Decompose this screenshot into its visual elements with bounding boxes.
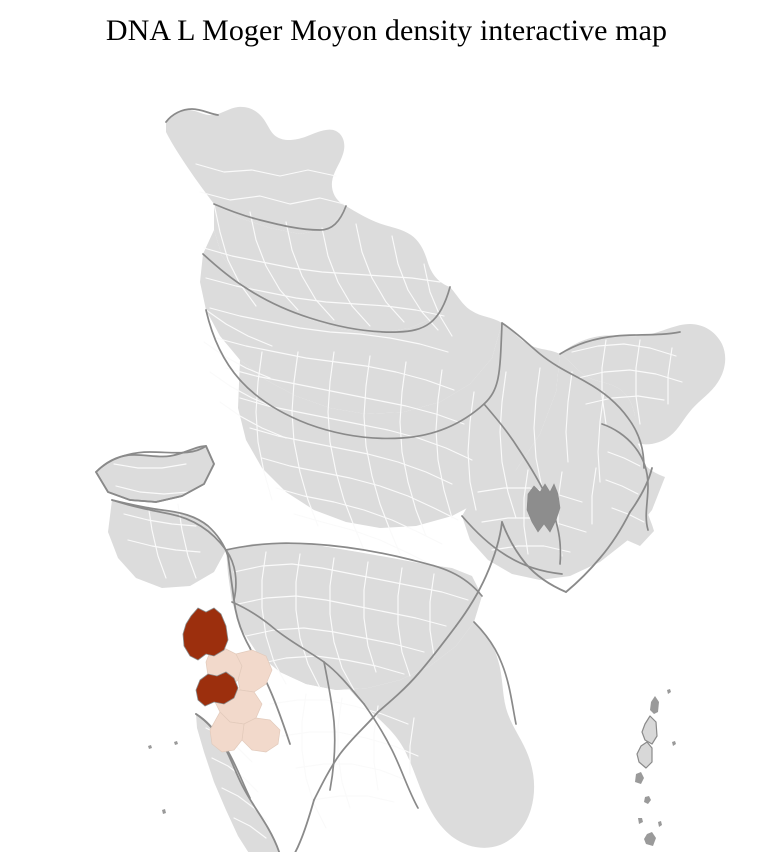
- state-boundaries: [95, 203, 681, 809]
- district-dakshina-kannada[interactable]: [195, 671, 239, 707]
- lakshadweep-islands: [148, 741, 178, 814]
- island-nicobar-small-1: [638, 818, 643, 824]
- region-kerala: [196, 714, 280, 852]
- region-northeast: [560, 324, 726, 445]
- andaman-nicobar-islands: [635, 689, 676, 846]
- district-boundaries: [113, 163, 683, 839]
- highlighted-districts[interactable]: [182, 607, 281, 753]
- india-map-svg[interactable]: [0, 52, 773, 852]
- district-shivamogga[interactable]: [235, 649, 273, 693]
- island-great-nicobar: [644, 832, 656, 846]
- india-map[interactable]: [0, 52, 773, 852]
- india-map-layer: [0, 52, 773, 852]
- island-lakshadweep-1: [148, 745, 152, 749]
- island-lakshadweep-2: [174, 741, 178, 745]
- island-minicoy: [162, 809, 166, 814]
- page-title: DNA L Moger Moyon density interactive ma…: [105, 14, 668, 47]
- coastline: [95, 108, 653, 852]
- region-north-plains: [214, 204, 450, 334]
- region-saurashtra: [108, 500, 226, 588]
- island-barren: [672, 741, 676, 746]
- island-narcondam: [667, 689, 671, 694]
- region-west: [200, 230, 502, 414]
- island-middle-andaman: [641, 715, 658, 745]
- island-car-nicobar: [644, 796, 651, 804]
- island-nicobar-small-2: [658, 821, 662, 827]
- island-south-andaman: [636, 741, 653, 769]
- region-sunderbans-dark: [526, 483, 561, 533]
- visible-map: [96, 106, 726, 852]
- region-central: [238, 323, 560, 528]
- district-kodagu[interactable]: [209, 711, 245, 753]
- island-north-andaman: [650, 696, 659, 714]
- island-little-andaman: [635, 772, 644, 784]
- district-hassan[interactable]: [241, 717, 281, 753]
- district-uttara-kannada[interactable]: [182, 607, 229, 661]
